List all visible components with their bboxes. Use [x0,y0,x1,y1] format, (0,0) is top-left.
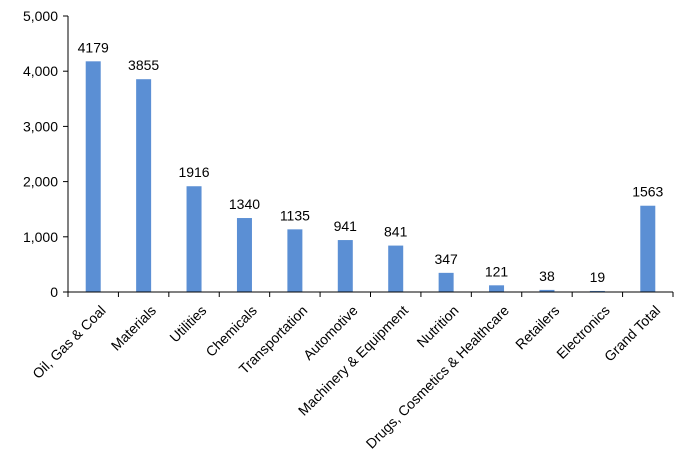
y-tick-label: 2,000 [23,174,58,190]
bar [640,205,656,292]
bar [287,229,303,292]
labels-layer: 4179 Oil, Gas & Coal 3855 Materials 1916 Util… [23,8,664,452]
category-label: Utilities [166,302,209,345]
data-label: 941 [334,218,358,234]
bar [85,61,101,292]
data-label: 4179 [78,39,109,55]
bar [539,289,555,292]
bar [186,186,202,292]
category-label: Materials [108,302,159,353]
y-tick-label: 3,000 [23,118,58,134]
category-label: Retailers [512,302,562,352]
bar [236,218,252,292]
data-label: 38 [539,268,555,284]
data-label: 1563 [632,184,663,200]
data-label: 347 [434,251,458,267]
bars-layer [85,61,656,292]
bar [489,285,505,292]
y-tick-label: 4,000 [23,63,58,79]
category-label: Oil, Gas & Coal [29,302,109,382]
y-tick-label: 1,000 [23,229,58,245]
data-label: 3855 [128,57,159,73]
data-label: 1916 [178,164,209,180]
data-label: 121 [485,263,509,279]
y-tick-label: 5,000 [23,8,58,24]
axes-layer [63,15,674,297]
data-label: 1135 [280,207,310,223]
y-tick-label: 0 [50,284,58,300]
data-label: 1340 [229,196,260,212]
data-label: 841 [384,224,408,240]
bar [136,79,152,292]
bar [589,290,605,292]
bar [337,240,353,292]
bar [438,272,454,292]
data-label: 19 [590,269,606,285]
category-label: Nutrition [413,302,461,350]
bar [388,245,404,292]
